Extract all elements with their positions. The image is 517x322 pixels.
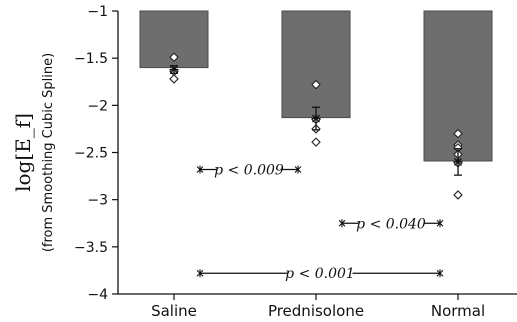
y-tick-label: −2.5 — [74, 146, 108, 162]
y-tick-label: −1 — [87, 4, 108, 20]
significance-endpoint — [338, 219, 346, 228]
y-tick-label: −4 — [87, 287, 108, 303]
mean-marker — [453, 158, 463, 166]
bars-layer — [139, 10, 493, 162]
x-tick-label: Saline — [151, 302, 197, 320]
significance-label: p < 0.009 — [214, 162, 284, 178]
errorbars-layer — [169, 65, 463, 176]
comparisons-layer: p < 0.009 p < 0.040 p < 0.001 — [196, 162, 444, 282]
y-tick-label: −3.5 — [74, 240, 108, 256]
y-tick-label: −2 — [87, 98, 108, 114]
x-tick-label: Prednisolone — [268, 302, 364, 320]
y-axis-label-group: log[E_f] (from Smoothing Cubic Spline) — [11, 53, 56, 252]
mean-marker — [169, 65, 179, 74]
data-point — [311, 79, 321, 90]
data-point — [453, 128, 463, 139]
points-layer — [169, 52, 463, 200]
x-tick-label: Normal — [431, 302, 485, 320]
significance-endpoint — [196, 165, 204, 174]
mean-marker — [311, 114, 321, 123]
data-point — [169, 52, 179, 63]
axes-layer: −1 −1.5 −2 −2.5 −3 −3.5 −4 Saline Prednisolone No… — [74, 4, 517, 320]
y-axis-label: log[E_f] — [11, 113, 35, 192]
bar-prednisolone — [281, 10, 351, 119]
data-point — [453, 190, 463, 200]
significance-label: p < 0.001 — [285, 266, 355, 282]
bar-normal — [423, 10, 493, 162]
y-tick-label: −1.5 — [74, 51, 108, 67]
y-tick-label: −3 — [87, 193, 108, 209]
significance-endpoint — [436, 219, 444, 228]
y-axis-sublabel: (from Smoothing Cubic Spline) — [41, 53, 56, 252]
significance-label: p < 0.040 — [356, 216, 426, 232]
significance-endpoint — [436, 269, 444, 278]
significance-endpoint — [196, 269, 204, 278]
significance-endpoint — [294, 165, 302, 174]
data-point — [169, 74, 179, 84]
data-point — [311, 137, 321, 147]
